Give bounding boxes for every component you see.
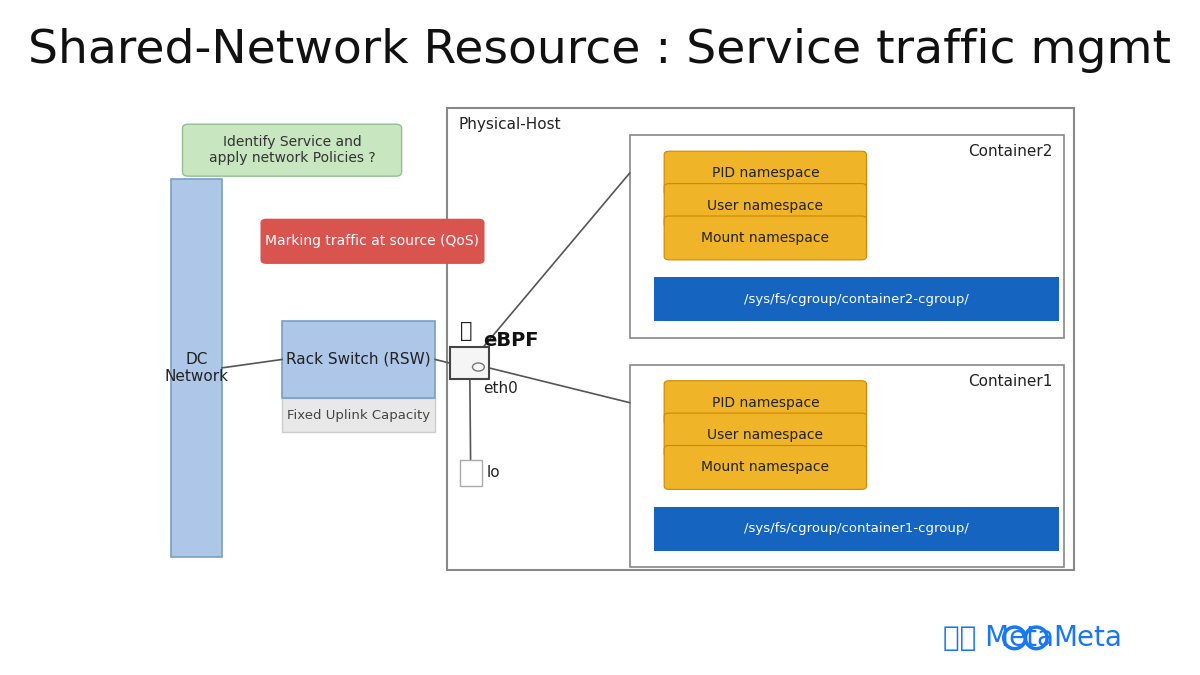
Bar — [282, 321, 436, 398]
Text: PID namespace: PID namespace — [712, 396, 820, 410]
FancyBboxPatch shape — [664, 151, 866, 195]
Text: Physical-Host: Physical-Host — [458, 117, 562, 132]
FancyBboxPatch shape — [260, 219, 485, 264]
Text: Fixed Uplink Capacity: Fixed Uplink Capacity — [287, 408, 431, 422]
Text: ⧾⧾ Meta: ⧾⧾ Meta — [943, 624, 1054, 652]
FancyBboxPatch shape — [182, 124, 402, 176]
Text: DC
Network: DC Network — [164, 352, 228, 384]
Text: Shared-Network Resource : Service traffic mgmt: Shared-Network Resource : Service traffi… — [29, 28, 1171, 73]
Bar — [630, 364, 1064, 567]
Text: /sys/fs/cgroup/container1-cgroup/: /sys/fs/cgroup/container1-cgroup/ — [744, 522, 970, 535]
Text: Marking traffic at source (QoS): Marking traffic at source (QoS) — [265, 234, 480, 248]
Bar — [450, 347, 490, 379]
Text: eth0: eth0 — [484, 381, 518, 396]
Text: 🐝: 🐝 — [460, 321, 473, 341]
Bar — [654, 507, 1058, 551]
Bar — [282, 398, 436, 432]
FancyBboxPatch shape — [664, 184, 866, 227]
FancyBboxPatch shape — [664, 413, 866, 457]
Bar — [654, 277, 1058, 321]
Text: Mount namespace: Mount namespace — [701, 460, 829, 475]
Text: User namespace: User namespace — [707, 198, 823, 213]
Bar — [448, 108, 1074, 570]
Text: /sys/fs/cgroup/container2-cgroup/: /sys/fs/cgroup/container2-cgroup/ — [744, 293, 970, 306]
Bar — [460, 460, 481, 486]
Text: Meta: Meta — [1054, 624, 1122, 652]
FancyBboxPatch shape — [664, 216, 866, 260]
Bar — [170, 179, 222, 557]
Text: Identify Service and
apply network Policies ?: Identify Service and apply network Polic… — [209, 135, 376, 165]
FancyBboxPatch shape — [664, 381, 866, 425]
Text: Container1: Container1 — [967, 374, 1052, 389]
Bar — [630, 135, 1064, 338]
Text: PID namespace: PID namespace — [712, 166, 820, 180]
Text: lo: lo — [486, 465, 500, 480]
FancyBboxPatch shape — [664, 446, 866, 489]
Text: eBPF: eBPF — [484, 331, 539, 350]
Text: Mount namespace: Mount namespace — [701, 231, 829, 245]
Text: Container2: Container2 — [967, 144, 1052, 159]
Text: Rack Switch (RSW): Rack Switch (RSW) — [287, 352, 431, 367]
Text: User namespace: User namespace — [707, 428, 823, 442]
